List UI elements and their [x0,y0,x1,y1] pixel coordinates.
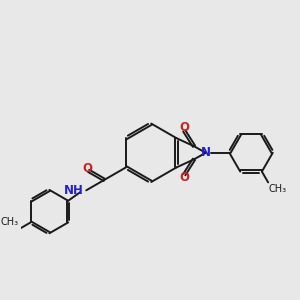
Text: NH: NH [64,184,84,197]
Text: O: O [82,162,92,175]
Text: N: N [201,146,211,159]
Text: O: O [179,172,189,184]
Text: CH₃: CH₃ [0,217,18,227]
Text: CH₃: CH₃ [269,184,287,194]
Text: O: O [179,121,189,134]
